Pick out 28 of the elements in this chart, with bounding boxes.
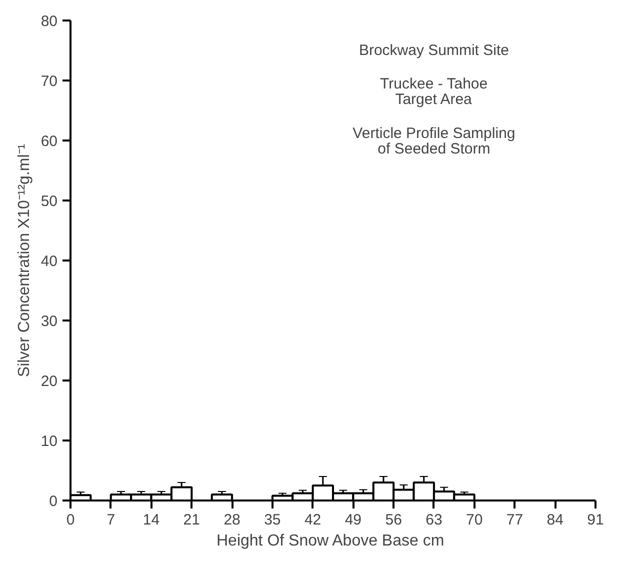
- x-tick-label: 14: [142, 512, 160, 528]
- y-tick-label: 50: [40, 193, 58, 210]
- x-tick-label: 77: [506, 512, 524, 528]
- y-tick-label: 40: [40, 253, 58, 270]
- x-tick-label: 35: [264, 512, 281, 528]
- x-tick-label: 91: [587, 512, 604, 528]
- x-tick-label: 7: [106, 512, 116, 528]
- y-tick-label: 60: [40, 133, 58, 150]
- y-tick-label: 70: [40, 73, 58, 90]
- x-axis-title: Height Of Snow Above Base cm: [216, 532, 444, 550]
- annotation: Truckee - Tahoe Target Area: [380, 76, 488, 108]
- x-tick-label: 70: [466, 512, 483, 528]
- x-tick-label: 63: [426, 512, 442, 528]
- x-tick-label: 28: [224, 512, 240, 528]
- y-axis-title: Silver Concentration X10⁻¹²g.ml⁻¹: [16, 144, 33, 378]
- y-tick-label: 0: [49, 493, 58, 510]
- y-tick-label: 30: [40, 313, 58, 330]
- x-tick-label: 56: [385, 512, 402, 528]
- x-tick-label: 84: [546, 512, 564, 528]
- annotation: Brockway Summit Site: [358, 42, 509, 59]
- y-tick-label: 20: [40, 373, 58, 390]
- x-tick-label: 21: [183, 512, 200, 528]
- annotation: Verticle Profile Sampling of Seeded Storm: [352, 124, 516, 158]
- x-tick-label: 49: [344, 512, 362, 528]
- x-tick-label: 0: [66, 512, 75, 528]
- x-tick-label: 42: [304, 512, 322, 528]
- y-tick-label: 10: [40, 433, 58, 450]
- y-tick-label: 80: [40, 13, 58, 30]
